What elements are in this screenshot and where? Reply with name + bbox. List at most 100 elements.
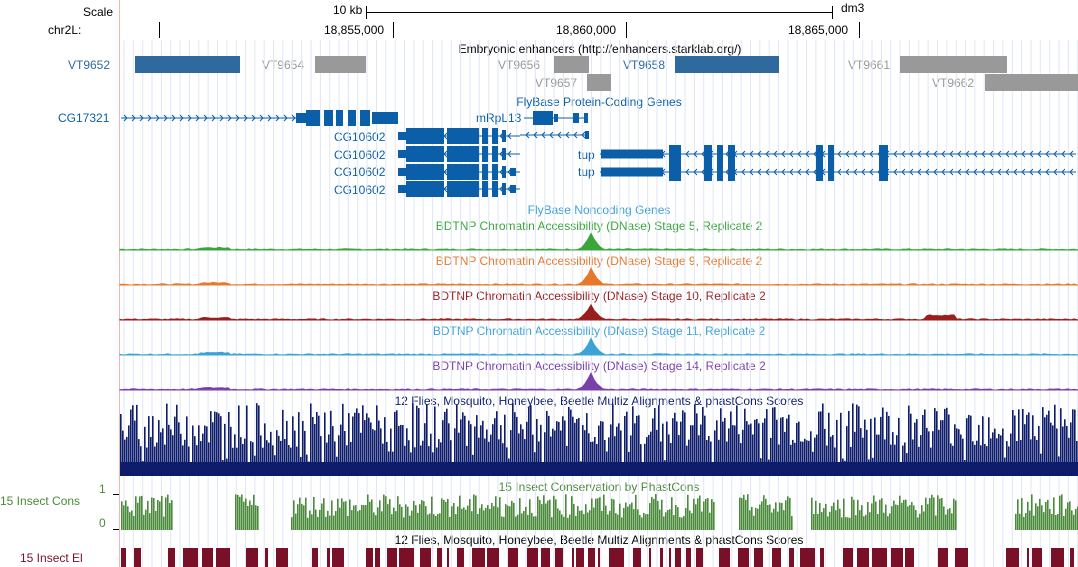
gene-label[interactable]: tup bbox=[578, 165, 595, 179]
phastcons-bar bbox=[159, 501, 161, 530]
phastcons-bar bbox=[633, 509, 635, 530]
multiz-bar bbox=[848, 410, 850, 476]
gene-label[interactable]: CG10602 bbox=[334, 130, 386, 144]
exon bbox=[482, 146, 488, 162]
phastcons-bar bbox=[561, 514, 563, 530]
enhancer-label[interactable]: VT9657 bbox=[535, 76, 578, 90]
multiz-bar bbox=[778, 444, 780, 476]
phastcons-bar bbox=[127, 506, 129, 530]
gene-label[interactable]: CG10602 bbox=[334, 165, 386, 179]
phastcons-bar bbox=[1019, 513, 1021, 530]
phastcons-bar bbox=[521, 513, 523, 530]
multiz-bar bbox=[874, 417, 876, 476]
phastcons-bar bbox=[247, 505, 249, 530]
multiz-bar bbox=[148, 416, 150, 476]
multiz-bar bbox=[1076, 441, 1078, 476]
phastcons-bar bbox=[357, 511, 359, 530]
multiz-bar bbox=[732, 425, 734, 476]
enhancer-label[interactable]: VT9652 bbox=[68, 58, 111, 72]
element-block bbox=[938, 548, 948, 567]
exon bbox=[406, 146, 444, 162]
multiz-bar bbox=[1052, 425, 1054, 476]
phastcons-bar bbox=[929, 498, 931, 530]
multiz-bar bbox=[880, 416, 882, 476]
enhancer-label[interactable]: VT9662 bbox=[932, 76, 975, 90]
phastcons-bar bbox=[239, 496, 241, 530]
multiz-bar bbox=[678, 435, 680, 476]
phastcons-bar bbox=[161, 496, 163, 530]
phastcons-bar bbox=[141, 495, 143, 530]
phastcons-bar bbox=[443, 500, 445, 530]
phastcons-bar bbox=[131, 510, 133, 530]
phastcons-bar bbox=[865, 514, 867, 530]
exon bbox=[510, 185, 516, 193]
elements-side-label[interactable]: 15 Insect El bbox=[20, 551, 83, 565]
multiz-bar bbox=[700, 424, 702, 476]
phastcons-bar bbox=[423, 501, 425, 530]
strand-arrow bbox=[403, 132, 408, 140]
multiz-bar bbox=[1018, 409, 1020, 476]
phastcons-bar bbox=[391, 514, 393, 530]
multiz-bar bbox=[738, 434, 740, 476]
multiz-bar bbox=[824, 428, 826, 476]
multiz-bar bbox=[720, 408, 722, 476]
strand-arrow bbox=[491, 132, 496, 140]
gene-label[interactable]: mRpL13 bbox=[476, 111, 522, 125]
gene-label[interactable]: CG10602 bbox=[334, 183, 386, 197]
gene-label[interactable]: CG17321 bbox=[58, 111, 110, 125]
strand-arrow bbox=[533, 131, 538, 139]
phastcons-bar bbox=[305, 497, 307, 530]
strand-arrow bbox=[637, 168, 642, 176]
strand-arrow bbox=[717, 150, 722, 158]
phastcons-bar bbox=[1071, 510, 1073, 530]
phastcons-bar bbox=[1037, 506, 1039, 530]
multiz-bar bbox=[522, 429, 524, 476]
multiz-bar bbox=[626, 411, 628, 476]
gene-label[interactable]: tup bbox=[578, 148, 595, 162]
multiz-bar bbox=[908, 405, 910, 476]
multiz-bar bbox=[1000, 435, 1002, 476]
multiz-bar bbox=[184, 439, 186, 476]
phastcons-bar bbox=[149, 513, 151, 530]
gene-label[interactable]: CG10602 bbox=[334, 148, 386, 162]
phastcons-bar bbox=[467, 505, 469, 530]
multiz-bar bbox=[198, 425, 200, 476]
element-block bbox=[686, 548, 691, 567]
multiz-bar bbox=[518, 433, 520, 476]
multiz-bar bbox=[648, 434, 650, 476]
multiz-bar bbox=[340, 424, 342, 476]
strand-arrow bbox=[765, 168, 770, 176]
phastcons-bar bbox=[751, 506, 753, 530]
multiz-bar bbox=[152, 416, 154, 476]
strand-arrow bbox=[621, 150, 626, 158]
phastcons-bar bbox=[319, 509, 321, 530]
phastcons-bar bbox=[1063, 516, 1065, 530]
multiz-bar bbox=[956, 428, 958, 476]
multiz-bar bbox=[1028, 412, 1030, 476]
multiz-bar bbox=[412, 403, 414, 476]
strand-arrow bbox=[427, 185, 432, 193]
strand-arrow bbox=[483, 150, 488, 158]
phastcons-bar bbox=[407, 506, 409, 530]
multiz-bar bbox=[354, 412, 356, 476]
enhancer-label[interactable]: VT9656 bbox=[498, 58, 541, 72]
multiz-bar bbox=[200, 441, 202, 476]
enhancer-label[interactable]: VT9654 bbox=[262, 58, 305, 72]
dnase-track-title: BDTNP Chromatin Accessibility (DNase) St… bbox=[432, 359, 766, 373]
multiz-bar bbox=[998, 434, 1000, 476]
enhancer-label[interactable]: VT9661 bbox=[848, 58, 891, 72]
element-block bbox=[457, 548, 464, 567]
phastcons-side-label[interactable]: 15 Insect Cons bbox=[0, 494, 81, 508]
multiz-bar bbox=[474, 426, 476, 476]
multiz-bar bbox=[248, 464, 250, 476]
enhancer-label[interactable]: VT9658 bbox=[623, 58, 666, 72]
phastcons-bar bbox=[143, 514, 145, 530]
strand-arrow bbox=[243, 114, 248, 122]
element-block bbox=[332, 548, 344, 567]
multiz-bar bbox=[264, 423, 266, 476]
phastcons-axis-min: 0 bbox=[99, 516, 106, 530]
multiz-bar bbox=[992, 432, 994, 476]
multiz-bar bbox=[470, 424, 472, 476]
multiz-bar bbox=[520, 424, 522, 476]
